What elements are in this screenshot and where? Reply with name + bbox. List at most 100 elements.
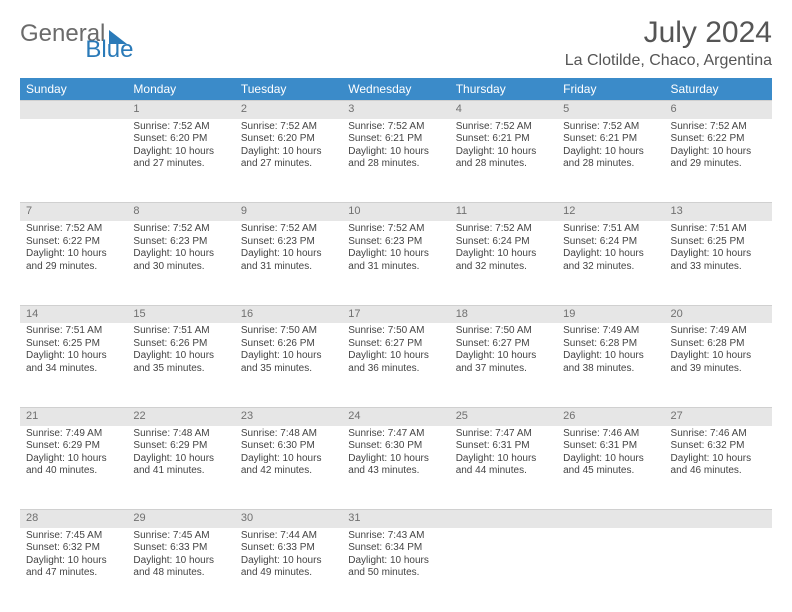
day-number: 23 — [235, 407, 342, 425]
weekday-header: Saturday — [665, 78, 772, 101]
sunrise-text: Sunrise: 7:44 AM — [241, 530, 336, 543]
daylight-text: and 38 minutes. — [563, 363, 658, 376]
daylight-text: Daylight: 10 hours — [348, 350, 443, 363]
sunset-text: Sunset: 6:28 PM — [563, 338, 658, 351]
daylight-text: Daylight: 10 hours — [133, 555, 228, 568]
daylight-text: and 31 minutes. — [348, 261, 443, 274]
sunrise-text: Sunrise: 7:52 AM — [133, 223, 228, 236]
daylight-text: and 31 minutes. — [241, 261, 336, 274]
daylight-text: Daylight: 10 hours — [456, 146, 551, 159]
daylight-text: Daylight: 10 hours — [133, 146, 228, 159]
sunset-text: Sunset: 6:22 PM — [671, 133, 766, 146]
day-cell: Sunrise: 7:52 AMSunset: 6:23 PMDaylight:… — [342, 221, 449, 305]
day-number-row: 123456 — [20, 101, 772, 119]
sunrise-text: Sunrise: 7:52 AM — [133, 121, 228, 134]
day-cell: Sunrise: 7:52 AMSunset: 6:24 PMDaylight:… — [450, 221, 557, 305]
sunset-text: Sunset: 6:25 PM — [671, 236, 766, 249]
day-cell: Sunrise: 7:49 AMSunset: 6:28 PMDaylight:… — [665, 323, 772, 407]
daylight-text: Daylight: 10 hours — [563, 248, 658, 261]
sunrise-text: Sunrise: 7:52 AM — [456, 121, 551, 134]
day-cell: Sunrise: 7:52 AMSunset: 6:21 PMDaylight:… — [342, 119, 449, 203]
daylight-text: and 29 minutes. — [26, 261, 121, 274]
sunrise-text: Sunrise: 7:52 AM — [348, 121, 443, 134]
sunset-text: Sunset: 6:20 PM — [241, 133, 336, 146]
day-number: 10 — [342, 203, 449, 221]
day-number: 31 — [342, 510, 449, 528]
sunset-text: Sunset: 6:32 PM — [671, 440, 766, 453]
day-number: 29 — [127, 510, 234, 528]
daylight-text: Daylight: 10 hours — [241, 146, 336, 159]
sunset-text: Sunset: 6:29 PM — [26, 440, 121, 453]
day-number: 15 — [127, 305, 234, 323]
day-number: 8 — [127, 203, 234, 221]
day-cell: Sunrise: 7:49 AMSunset: 6:29 PMDaylight:… — [20, 426, 127, 510]
daylight-text: and 47 minutes. — [26, 567, 121, 580]
day-number: 1 — [127, 101, 234, 119]
daylight-text: and 33 minutes. — [671, 261, 766, 274]
day-number — [557, 510, 664, 528]
day-cell — [557, 528, 664, 612]
daylight-text: Daylight: 10 hours — [26, 453, 121, 466]
daylight-text: and 27 minutes. — [241, 158, 336, 171]
daylight-text: and 27 minutes. — [133, 158, 228, 171]
weekday-header: Sunday — [20, 78, 127, 101]
location-text: La Clotilde, Chaco, Argentina — [565, 52, 772, 70]
daylight-text: Daylight: 10 hours — [671, 146, 766, 159]
day-number: 5 — [557, 101, 664, 119]
weekday-header: Wednesday — [342, 78, 449, 101]
daylight-text: and 40 minutes. — [26, 465, 121, 478]
weekday-header: Tuesday — [235, 78, 342, 101]
daylight-text: Daylight: 10 hours — [241, 555, 336, 568]
brand-logo: General Blue — [20, 20, 177, 48]
daylight-text: Daylight: 10 hours — [348, 146, 443, 159]
day-number — [665, 510, 772, 528]
sunrise-text: Sunrise: 7:48 AM — [241, 428, 336, 441]
sunset-text: Sunset: 6:27 PM — [456, 338, 551, 351]
day-cell — [665, 528, 772, 612]
sunrise-text: Sunrise: 7:51 AM — [671, 223, 766, 236]
sunset-text: Sunset: 6:27 PM — [348, 338, 443, 351]
day-cell: Sunrise: 7:52 AMSunset: 6:23 PMDaylight:… — [127, 221, 234, 305]
day-number: 9 — [235, 203, 342, 221]
weekday-header: Friday — [557, 78, 664, 101]
day-content-row: Sunrise: 7:52 AMSunset: 6:20 PMDaylight:… — [20, 119, 772, 203]
sunrise-text: Sunrise: 7:45 AM — [26, 530, 121, 543]
sunrise-text: Sunrise: 7:47 AM — [348, 428, 443, 441]
day-number: 11 — [450, 203, 557, 221]
daylight-text: Daylight: 10 hours — [563, 453, 658, 466]
sunset-text: Sunset: 6:29 PM — [133, 440, 228, 453]
day-cell — [20, 119, 127, 203]
day-number: 30 — [235, 510, 342, 528]
day-number-row: 21222324252627 — [20, 407, 772, 425]
day-number: 3 — [342, 101, 449, 119]
daylight-text: and 37 minutes. — [456, 363, 551, 376]
day-cell: Sunrise: 7:51 AMSunset: 6:25 PMDaylight:… — [20, 323, 127, 407]
day-number: 2 — [235, 101, 342, 119]
day-number-row: 14151617181920 — [20, 305, 772, 323]
sunset-text: Sunset: 6:26 PM — [133, 338, 228, 351]
sunrise-text: Sunrise: 7:52 AM — [241, 121, 336, 134]
day-cell: Sunrise: 7:52 AMSunset: 6:20 PMDaylight:… — [235, 119, 342, 203]
sunset-text: Sunset: 6:21 PM — [563, 133, 658, 146]
sunrise-text: Sunrise: 7:45 AM — [133, 530, 228, 543]
day-number: 20 — [665, 305, 772, 323]
daylight-text: Daylight: 10 hours — [241, 248, 336, 261]
day-number-row: 78910111213 — [20, 203, 772, 221]
day-number — [20, 101, 127, 119]
day-cell: Sunrise: 7:48 AMSunset: 6:30 PMDaylight:… — [235, 426, 342, 510]
weekday-header: Monday — [127, 78, 234, 101]
sunset-text: Sunset: 6:21 PM — [348, 133, 443, 146]
sunset-text: Sunset: 6:21 PM — [456, 133, 551, 146]
sunrise-text: Sunrise: 7:49 AM — [563, 325, 658, 338]
day-number: 25 — [450, 407, 557, 425]
daylight-text: Daylight: 10 hours — [671, 248, 766, 261]
day-cell: Sunrise: 7:44 AMSunset: 6:33 PMDaylight:… — [235, 528, 342, 612]
daylight-text: Daylight: 10 hours — [671, 350, 766, 363]
daylight-text: Daylight: 10 hours — [456, 453, 551, 466]
day-cell: Sunrise: 7:52 AMSunset: 6:22 PMDaylight:… — [665, 119, 772, 203]
daylight-text: and 46 minutes. — [671, 465, 766, 478]
page-header: General Blue July 2024 La Clotilde, Chac… — [20, 16, 772, 70]
daylight-text: Daylight: 10 hours — [241, 453, 336, 466]
sunrise-text: Sunrise: 7:52 AM — [348, 223, 443, 236]
daylight-text: Daylight: 10 hours — [563, 146, 658, 159]
